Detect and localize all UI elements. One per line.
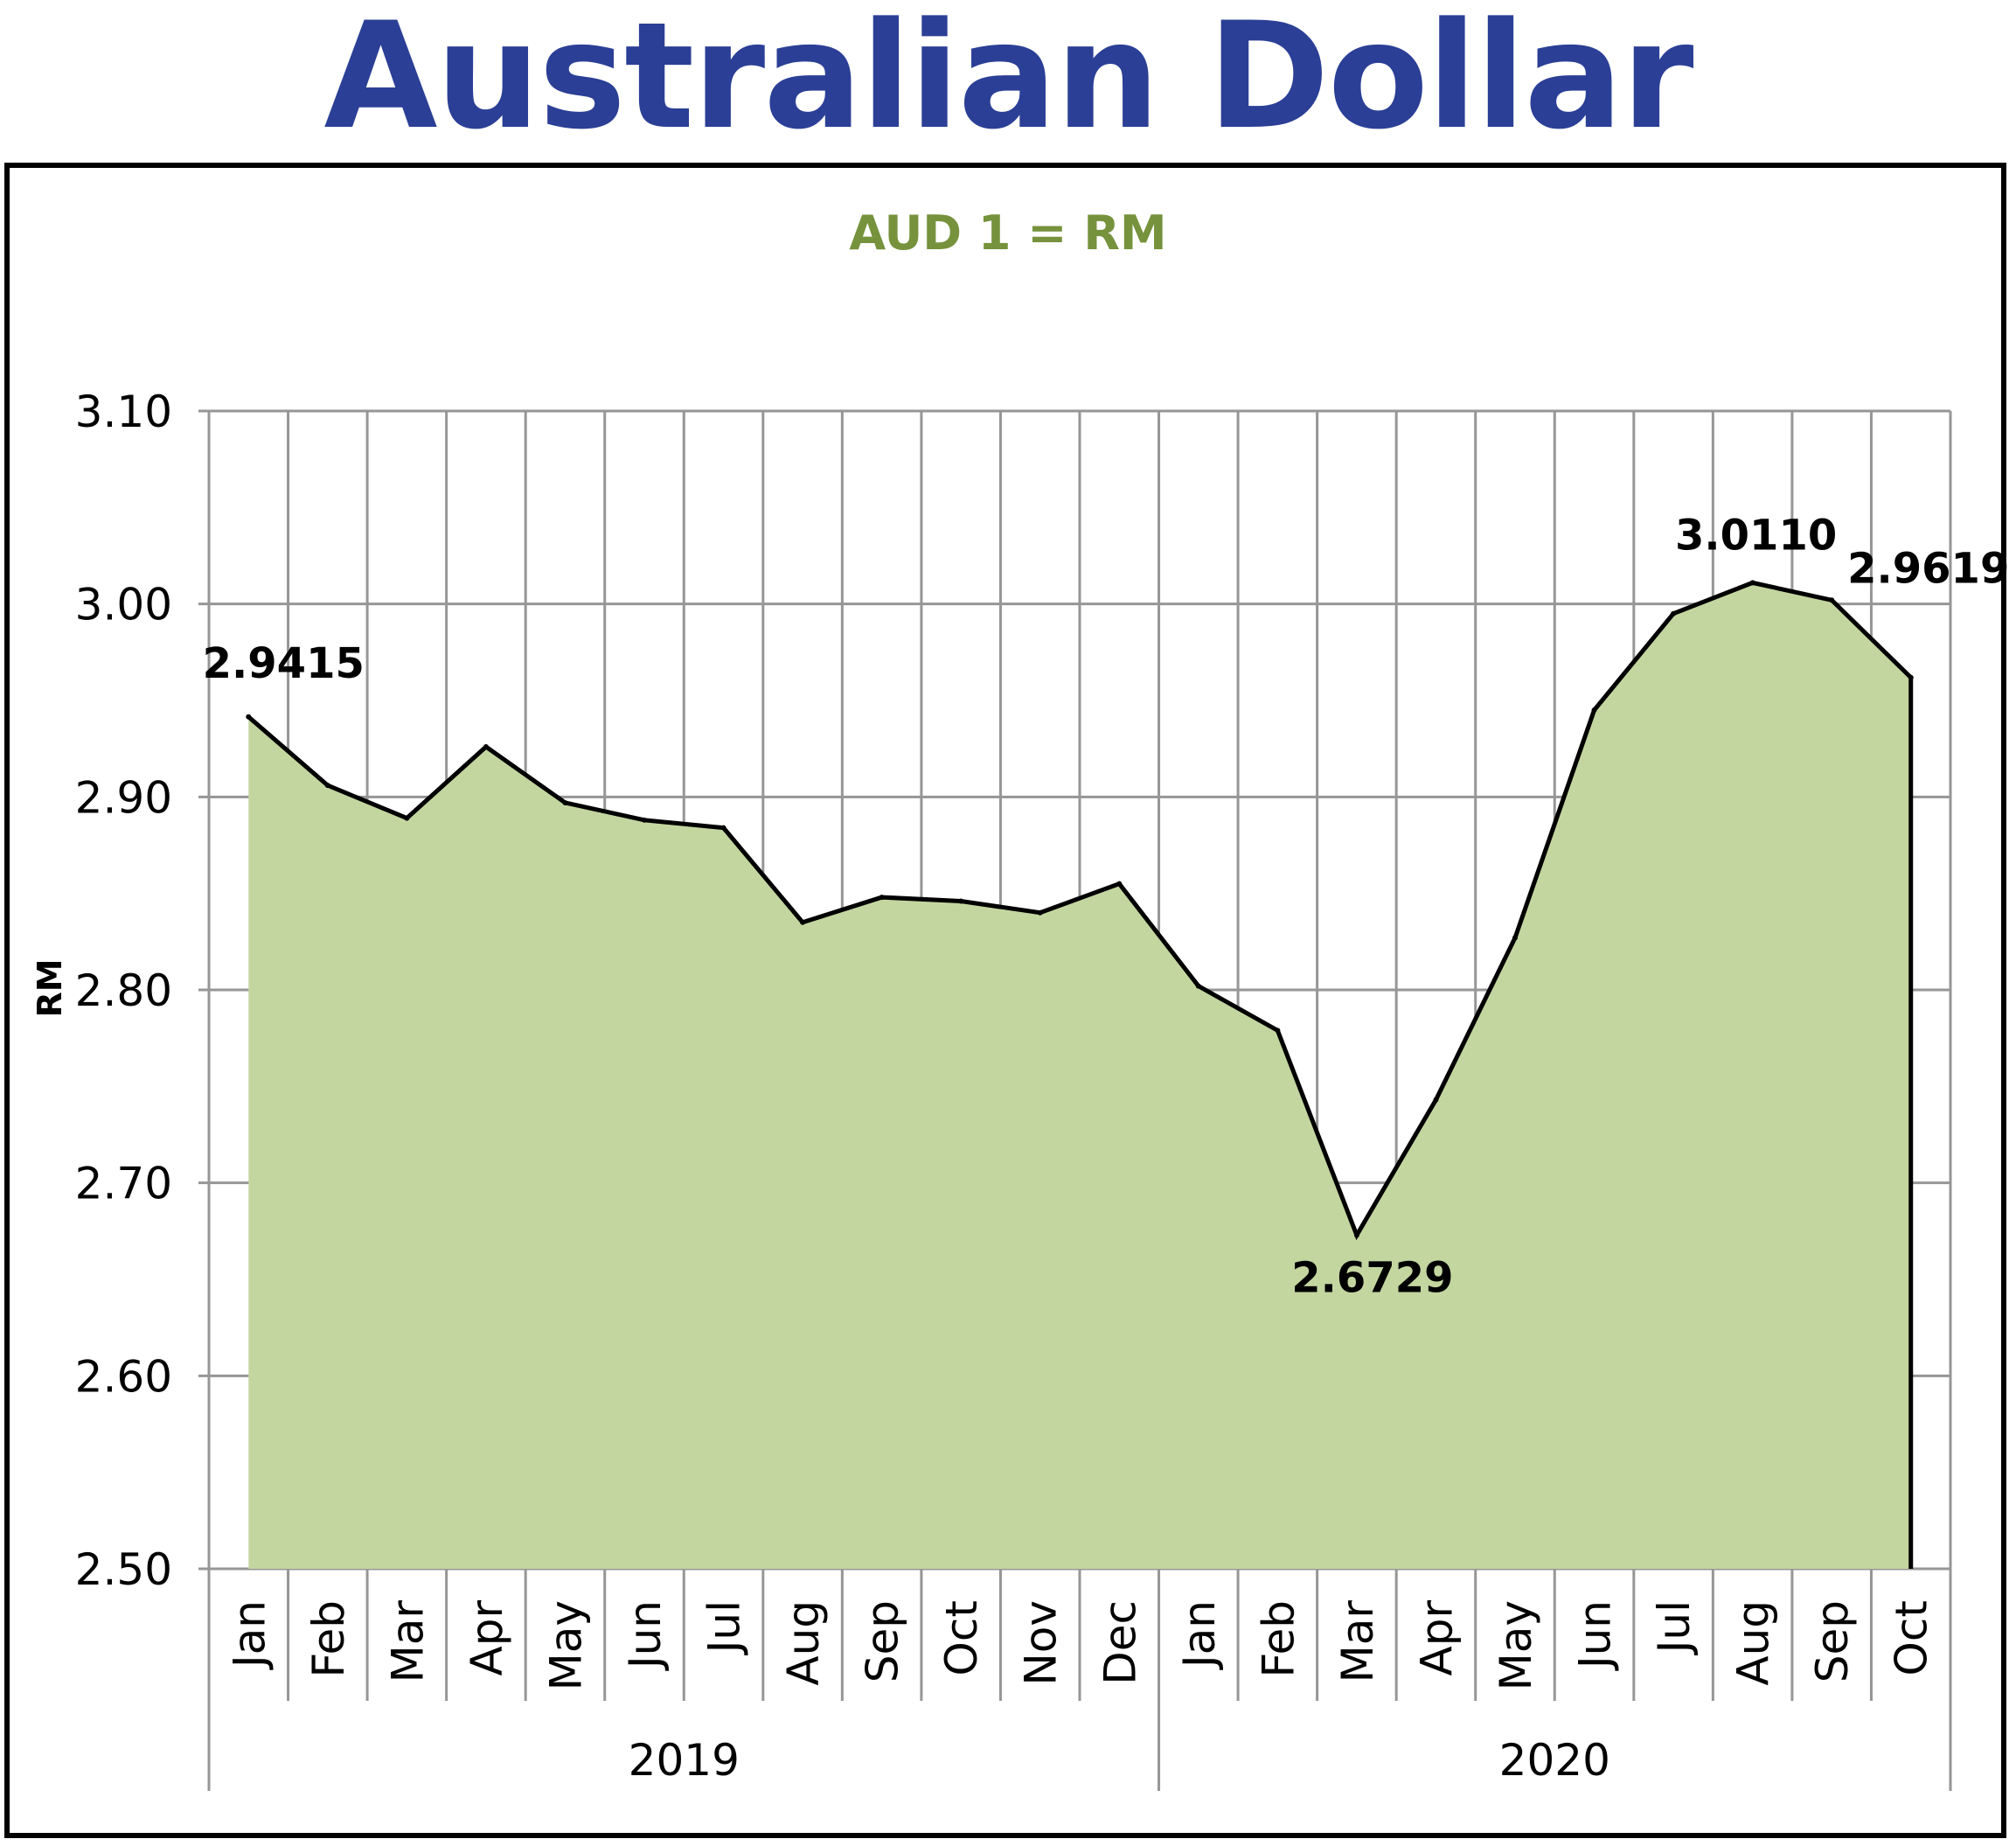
- x-tick-label-21: Oct: [1887, 1600, 1937, 1675]
- year-group-label-1: 2020: [1499, 1735, 1610, 1786]
- x-tick-label-12: Jan: [1174, 1600, 1225, 1670]
- data-point-20: [1829, 597, 1835, 603]
- chart-title: Australian Dollar: [323, 0, 1693, 162]
- area-layer: [246, 580, 1914, 1569]
- x-tick-label-1: Feb: [303, 1600, 354, 1678]
- data-point-9: [958, 898, 964, 904]
- x-tick-label-14: Mar: [1332, 1600, 1383, 1683]
- y-tick-label-2: 2.70: [75, 1159, 172, 1209]
- y-tick-label-0: 2.50: [75, 1544, 172, 1595]
- x-tick-label-18: Jul: [1649, 1600, 1700, 1655]
- x-tick-label-17: Jun: [1570, 1600, 1621, 1671]
- x-axis-year-groups: 2019 2020: [207, 1701, 1952, 1791]
- x-tick-label-4: May: [540, 1600, 591, 1690]
- data-point-5: [642, 817, 647, 823]
- data-point-6: [720, 825, 726, 831]
- data-point-13: [1275, 1027, 1281, 1034]
- x-tick-label-2: Mar: [382, 1600, 433, 1683]
- series-area-fill: [248, 582, 1911, 1569]
- data-point-3: [483, 743, 489, 749]
- y-tick-label-1: 2.60: [75, 1351, 172, 1402]
- x-tick-label-13: Feb: [1253, 1600, 1303, 1678]
- data-point-0: [246, 714, 252, 720]
- data-label-2: 3.0110: [1675, 511, 1837, 560]
- data-point-10: [1037, 909, 1043, 916]
- data-point-2: [404, 815, 410, 821]
- data-point-18: [1671, 610, 1677, 616]
- data-point-21: [1908, 674, 1914, 680]
- x-tick-label-3: Apr: [462, 1600, 512, 1676]
- data-point-12: [1195, 983, 1201, 989]
- data-point-7: [800, 919, 806, 925]
- x-tick-label-10: Nov: [1016, 1600, 1067, 1686]
- x-tick-label-15: Apr: [1411, 1600, 1462, 1676]
- x-tick-label-11: Dec: [1095, 1600, 1145, 1685]
- y-tick-label-5: 3.00: [75, 580, 172, 630]
- chart-subtitle: AUD 1 = RM: [849, 205, 1166, 261]
- y-axis-ticks: 2.50 2.60 2.70 2.80 2.90 3.00 3.10: [75, 387, 172, 1595]
- year-group-label-0: 2019: [629, 1735, 740, 1786]
- data-label-0: 2.9415: [203, 639, 365, 688]
- data-point-8: [879, 895, 885, 901]
- x-tick-label-0: Jan: [224, 1600, 275, 1670]
- x-tick-label-20: Sep: [1807, 1600, 1858, 1682]
- x-tick-label-8: Sep: [858, 1600, 908, 1682]
- y-tick-label-3: 2.80: [75, 965, 172, 1016]
- data-point-19: [1749, 580, 1755, 586]
- y-tick-label-4: 2.90: [75, 772, 172, 823]
- x-tick-label-5: Jun: [620, 1600, 671, 1671]
- data-point-4: [562, 799, 568, 805]
- x-tick-label-9: Oct: [936, 1600, 987, 1675]
- data-point-11: [1116, 881, 1123, 887]
- data-point-16: [1512, 935, 1518, 941]
- data-point-17: [1591, 707, 1597, 714]
- y-tick-label-6: 3.10: [75, 387, 172, 437]
- data-point-14: [1353, 1232, 1359, 1238]
- data-label-3: 2.9619: [1847, 545, 2009, 594]
- data-point-15: [1433, 1097, 1439, 1103]
- data-label-1: 2.6729: [1291, 1253, 1453, 1302]
- x-tick-label-16: May: [1491, 1600, 1541, 1690]
- y-axis-label: RM: [31, 958, 69, 1017]
- chart-frame: [4, 163, 2006, 1838]
- x-tick-label-19: Aug: [1728, 1600, 1779, 1686]
- x-tick-label-7: Aug: [778, 1600, 829, 1686]
- x-axis-ticks: Jan Feb Mar Apr May Jun Jul Aug Sep Oct Nov Dec Jan F…: [224, 1600, 1936, 1691]
- data-point-1: [324, 783, 330, 789]
- x-tick-label-6: Jul: [699, 1600, 750, 1655]
